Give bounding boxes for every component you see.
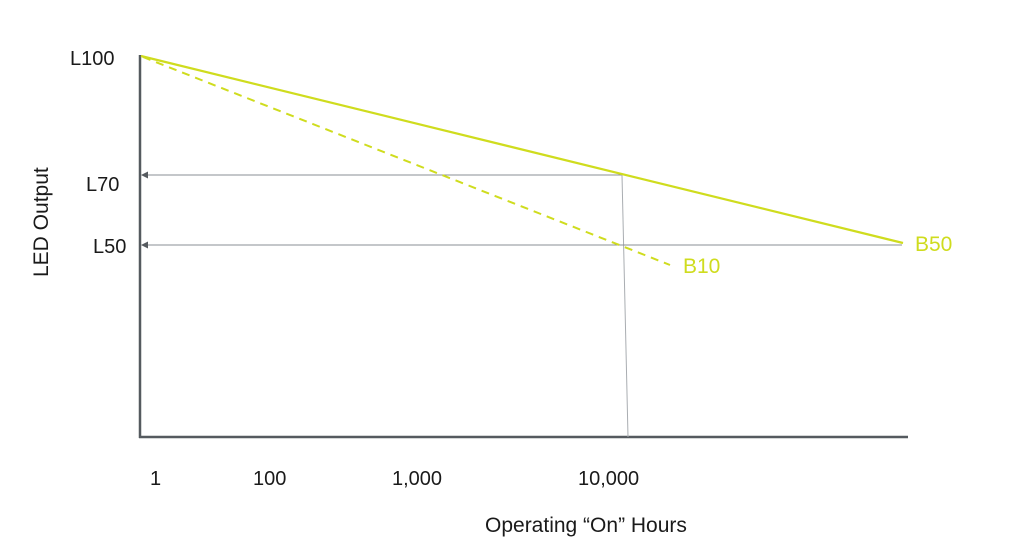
- y-axis-title: LED Output: [30, 167, 53, 277]
- series-line-b10: [142, 56, 671, 266]
- series-label-b50: B50: [915, 233, 952, 256]
- reference-arrow-l50: [141, 241, 148, 249]
- x-tick-label-1000: 1,000: [392, 468, 442, 490]
- x-axis-title: Operating “On” Hours: [485, 514, 687, 537]
- series-label-b10: B10: [683, 255, 720, 278]
- y-tick-label-l70: L70: [86, 174, 119, 196]
- x-tick-label-100: 100: [253, 468, 286, 490]
- x-tick-label-10000: 10,000: [578, 468, 639, 490]
- x-tick-label-1: 1: [150, 468, 161, 490]
- y-tick-label-l50: L50: [93, 236, 126, 258]
- y-tick-label-l100: L100: [70, 48, 115, 70]
- reference-arrow-l70: [141, 171, 148, 179]
- reference-drop-10000: [621, 174, 629, 438]
- series-line-b50: [140, 54, 904, 245]
